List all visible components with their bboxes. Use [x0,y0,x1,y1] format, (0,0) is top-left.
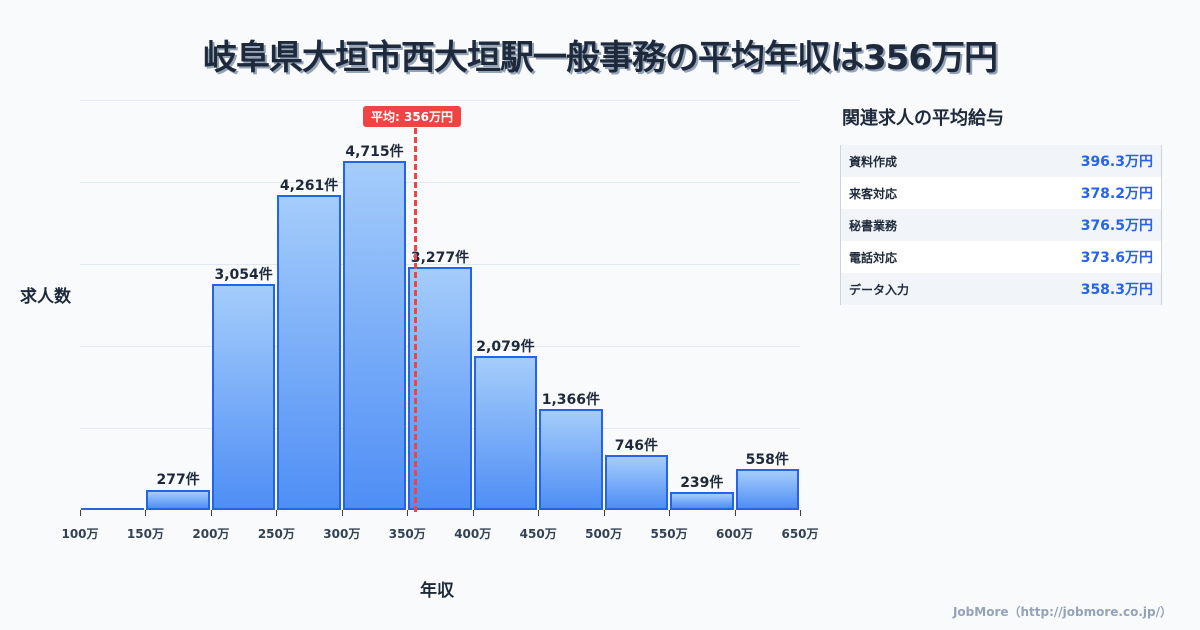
x-tick-label: 100万 [61,527,99,541]
histogram-chart: 277件 3,054件 4,261件 4,715件 3,277件 2,079件 1,366件… [80,100,800,510]
related-salary-row: データ入力 358.3万円 [841,273,1161,305]
bar-value-label: 4,715件 [345,144,404,160]
x-tick-label: 350万 [388,527,426,541]
bar-value-label: 239件 [680,475,724,492]
related-salary-table: 資料作成 396.3万円 来客対応 378.2万円 秘書業務 376.5万円 電… [840,145,1162,305]
job-name: 秘書業務 [849,218,898,233]
histogram-bar [670,492,734,510]
footer-credit: JobMore（http://jobmore.co.jp/） [952,605,1172,619]
job-salary: 376.5万円 [1080,218,1153,234]
bar-value-label: 1,366件 [541,391,601,408]
bar-value-label: 558件 [745,451,789,468]
mean-badge: 平均: 356万円 [363,106,462,127]
histogram-bar [604,454,669,510]
x-tick-label: 600万 [716,527,754,541]
related-salary-row: 来客対応 378.2万円 [841,177,1161,209]
page-title: 岐阜県大垣市西大垣駅一般事務の平均年収は356万円 [203,38,998,78]
x-tick [407,510,409,516]
x-tick-label: 500万 [585,527,623,541]
x-tick [210,510,212,516]
x-tick [734,510,736,516]
bar-value-label: 3,277件 [410,250,470,267]
x-tick [800,510,801,516]
bar-value-label: 3,054件 [214,266,273,283]
x-tick-label: 200万 [192,527,230,541]
mean-line [414,128,417,512]
histogram-bar [146,489,210,510]
x-tick-label: 550万 [650,527,688,541]
histogram-bar [342,161,407,510]
histogram-bar [539,408,603,510]
related-salary-title: 関連求人の平均給与 [842,108,1004,129]
histogram-bar [81,508,145,510]
job-name: 来客対応 [849,186,898,201]
job-name: 電話対応 [849,250,898,265]
x-tick-label: 450万 [519,527,557,541]
x-tick-label: 400万 [454,527,492,541]
job-salary: 378.2万円 [1080,186,1153,202]
job-salary: 373.6万円 [1080,250,1153,266]
job-name: データ入力 [849,282,910,297]
histogram-bar [211,283,276,510]
related-salary-row: 秘書業務 376.5万円 [841,209,1161,241]
histogram-bar [408,267,472,510]
histogram-bar [473,356,538,510]
related-salary-row: 資料作成 396.3万円 [841,145,1161,177]
x-tick [603,510,605,516]
x-tick [276,510,278,516]
x-tick [669,510,671,516]
x-tick [538,510,540,516]
job-name: 資料作成 [849,154,898,169]
x-tick [145,510,147,516]
y-axis-label: 求人数 [20,287,71,307]
bar-value-label: 746件 [614,437,658,454]
x-tick [80,510,81,516]
job-salary: 358.3万円 [1080,282,1153,298]
histogram-bar [735,468,799,510]
grid-line [80,264,800,265]
x-tick-label: 250万 [257,527,295,541]
histogram-bar [277,194,341,510]
x-tick-label: 650万 [781,527,819,541]
x-tick [341,510,343,516]
bar-value-label: 277件 [156,472,200,489]
grid-line [80,182,800,183]
bar-value-label: 2,079件 [476,339,535,356]
job-salary: 396.3万円 [1080,154,1153,170]
x-axis-label: 年収 [420,581,454,601]
grid-line [80,100,800,101]
related-salary-row: 電話対応 373.6万円 [841,241,1161,273]
x-tick [472,510,474,516]
x-tick-label: 150万 [126,527,164,541]
bar-value-label: 4,261件 [279,177,339,194]
x-tick-label: 300万 [323,527,361,541]
